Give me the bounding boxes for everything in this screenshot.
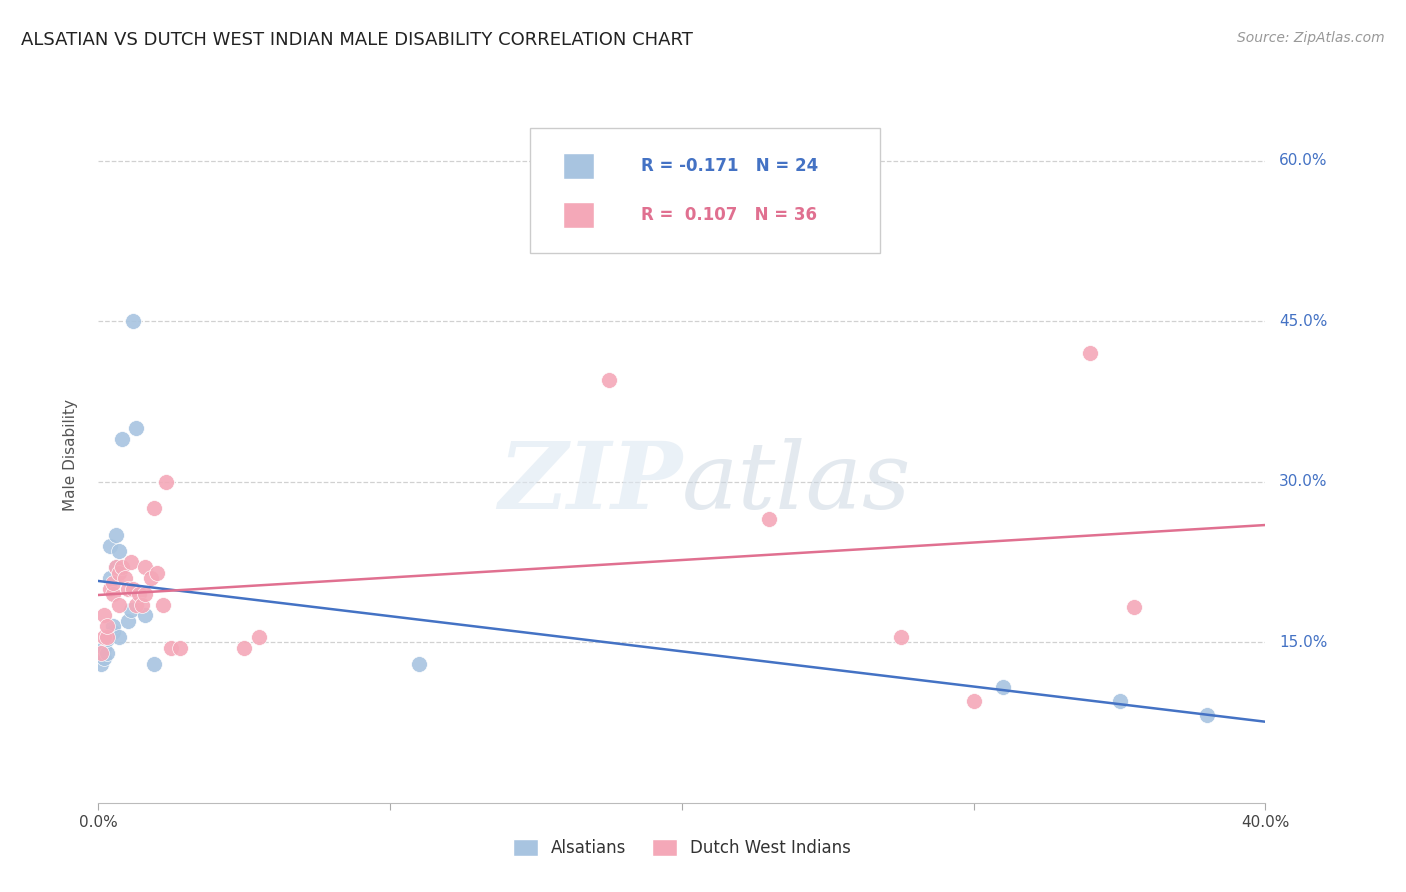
Point — [114, 571, 136, 585]
Text: atlas: atlas — [682, 438, 911, 528]
Point — [98, 571, 121, 585]
Point — [101, 587, 124, 601]
Point — [758, 512, 780, 526]
Legend: Alsatians, Dutch West Indians: Alsatians, Dutch West Indians — [506, 832, 858, 864]
Point — [104, 560, 127, 574]
Point — [104, 560, 127, 574]
Text: ALSATIAN VS DUTCH WEST INDIAN MALE DISABILITY CORRELATION CHART: ALSATIAN VS DUTCH WEST INDIAN MALE DISAB… — [21, 31, 693, 49]
FancyBboxPatch shape — [530, 128, 880, 253]
Point — [111, 432, 134, 446]
Point — [98, 582, 121, 596]
Point — [991, 680, 1014, 694]
Point — [108, 630, 131, 644]
Point — [117, 614, 139, 628]
Text: 45.0%: 45.0% — [1279, 314, 1327, 328]
Point — [890, 630, 912, 644]
Point — [125, 421, 148, 435]
Point — [108, 598, 131, 612]
Point — [134, 560, 156, 574]
Point — [104, 528, 127, 542]
Text: R =  0.107   N = 36: R = 0.107 N = 36 — [641, 206, 817, 224]
Point — [101, 624, 124, 639]
Point — [1123, 599, 1146, 614]
Point — [1195, 708, 1218, 723]
Point — [93, 608, 115, 623]
Point — [108, 544, 131, 558]
Point — [101, 576, 124, 591]
Point — [134, 587, 156, 601]
Point — [93, 640, 115, 655]
Point — [128, 587, 150, 601]
FancyBboxPatch shape — [562, 153, 593, 179]
Text: 15.0%: 15.0% — [1279, 635, 1327, 649]
Point — [111, 560, 134, 574]
Text: Source: ZipAtlas.com: Source: ZipAtlas.com — [1237, 31, 1385, 45]
Point — [142, 501, 165, 516]
Point — [146, 566, 169, 580]
Point — [90, 646, 112, 660]
Point — [96, 632, 118, 646]
Text: 60.0%: 60.0% — [1279, 153, 1327, 168]
Point — [125, 598, 148, 612]
Point — [101, 619, 124, 633]
Point — [962, 694, 984, 708]
Point — [139, 571, 162, 585]
Point — [598, 373, 620, 387]
Y-axis label: Male Disability: Male Disability — [63, 399, 77, 511]
Point — [93, 630, 115, 644]
Point — [1108, 694, 1130, 708]
Point — [108, 566, 131, 580]
Point — [142, 657, 165, 671]
Text: R = -0.171   N = 24: R = -0.171 N = 24 — [641, 157, 818, 175]
Point — [93, 651, 115, 665]
Point — [98, 539, 121, 553]
Point — [122, 314, 145, 328]
Point — [96, 646, 118, 660]
FancyBboxPatch shape — [562, 202, 593, 228]
Point — [122, 582, 145, 596]
Text: 30.0%: 30.0% — [1279, 475, 1327, 489]
Point — [155, 475, 177, 489]
Point — [160, 640, 183, 655]
Text: ZIP: ZIP — [498, 438, 682, 528]
Point — [247, 630, 270, 644]
Point — [1080, 346, 1102, 360]
Point — [120, 603, 142, 617]
Point — [131, 598, 153, 612]
Point — [408, 657, 430, 671]
Point — [233, 640, 256, 655]
Point — [152, 598, 174, 612]
Point — [117, 582, 139, 596]
Point — [96, 630, 118, 644]
Point — [120, 555, 142, 569]
Point — [96, 619, 118, 633]
Point — [169, 640, 191, 655]
Point — [90, 657, 112, 671]
Point — [134, 608, 156, 623]
